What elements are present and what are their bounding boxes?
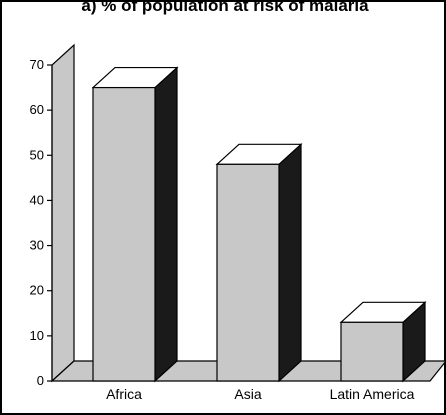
x-axis-labels: Africa Asia Latin America	[106, 386, 415, 402]
x-category-label: Africa	[106, 386, 142, 402]
bars	[91, 66, 427, 383]
y-tick-label: 50	[30, 147, 44, 162]
y-tick-label: 0	[37, 373, 44, 388]
y-tick-label: 30	[30, 238, 44, 253]
bar-side	[154, 66, 178, 383]
y-tick-label: 10	[30, 328, 44, 343]
x-category-label: Asia	[234, 386, 261, 402]
bar-front	[92, 86, 156, 382]
y-tick-label: 40	[30, 192, 44, 207]
side-wall	[51, 43, 75, 383]
y-tick-label: 70	[30, 57, 44, 72]
bar-africa	[91, 66, 179, 383]
x-category-label: Latin America	[330, 386, 415, 402]
chart-title: a) % of population at risk of malaria	[81, 0, 369, 15]
bar-front	[340, 321, 404, 382]
y-tick-label: 20	[30, 283, 44, 298]
bar-side	[278, 142, 302, 383]
y-axis: 0 10 20 30 40 50 60 70	[30, 57, 53, 388]
bar-front	[216, 163, 280, 382]
bar-latin-america	[339, 300, 427, 383]
bar-asia	[215, 142, 303, 383]
y-tick-label: 60	[30, 102, 44, 117]
